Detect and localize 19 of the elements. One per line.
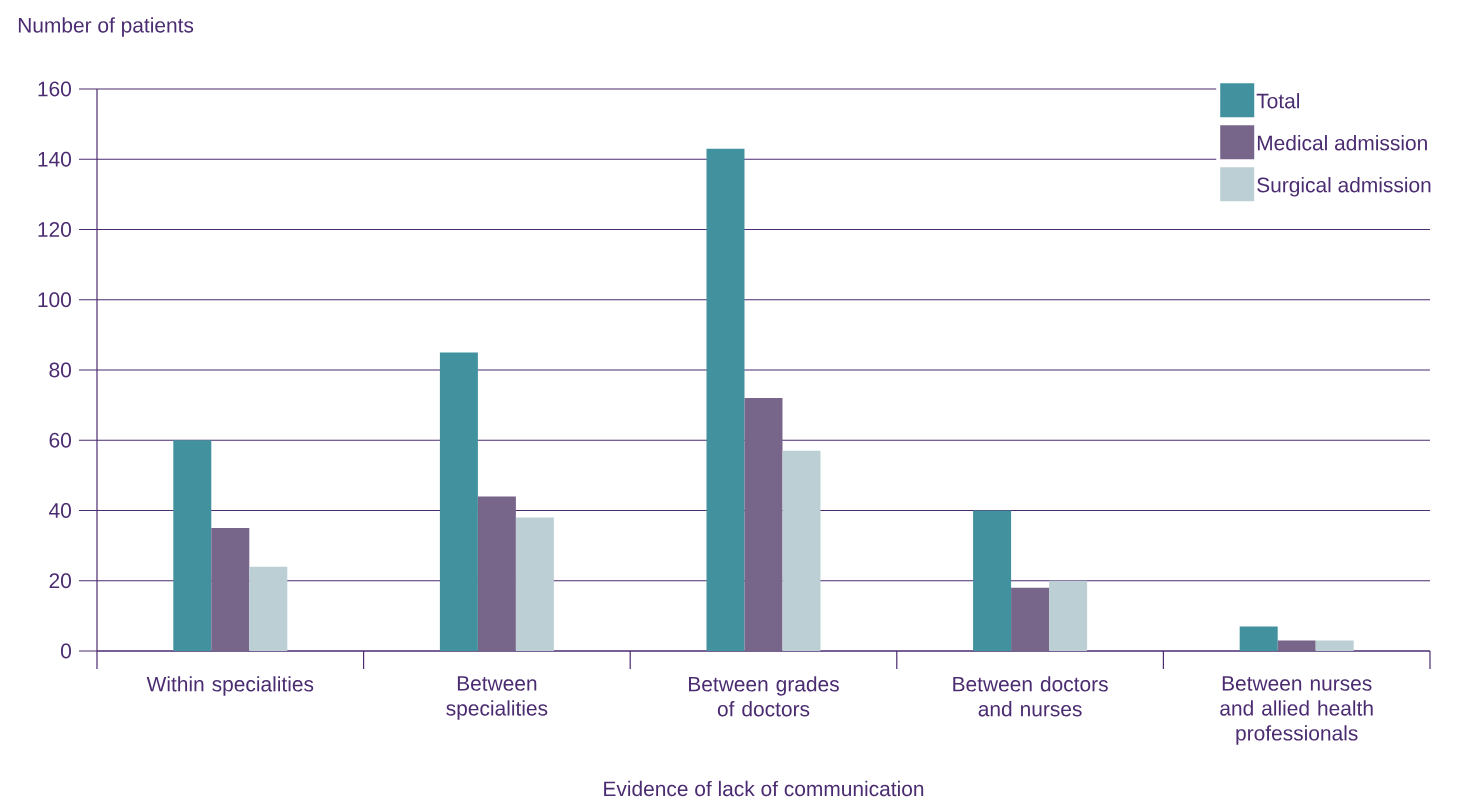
y-tick-label: 140 bbox=[38, 151, 71, 167]
x-tick-label: Within specialities bbox=[146, 676, 314, 696]
y-tick-label: 0 bbox=[61, 643, 71, 659]
y-tick-label: 60 bbox=[49, 432, 71, 448]
y-tick-label: 160 bbox=[38, 81, 71, 97]
y-tick-label: 20 bbox=[49, 573, 71, 589]
x-tick-label: Between grades of doctors bbox=[689, 676, 839, 717]
x-tick-label: Between nurses and allied health professionals bbox=[1220, 676, 1373, 745]
legend-label: Surgical admission bbox=[1257, 177, 1431, 197]
y-tick-label: 120 bbox=[38, 222, 71, 237]
y-axis-title: Number of patients bbox=[18, 17, 194, 37]
legend-label: Medical admission bbox=[1257, 135, 1427, 151]
x-tick-label: Between specialities bbox=[446, 676, 548, 720]
legend-label: Total bbox=[1256, 93, 1300, 109]
x-tick-label: Between doctors and nurses bbox=[953, 676, 1108, 717]
y-tick-label: 40 bbox=[49, 503, 71, 518]
x-axis-title: Evidence of lack of communication bbox=[604, 780, 924, 797]
y-tick-label: 100 bbox=[38, 292, 71, 308]
y-tick-label: 80 bbox=[49, 362, 71, 378]
